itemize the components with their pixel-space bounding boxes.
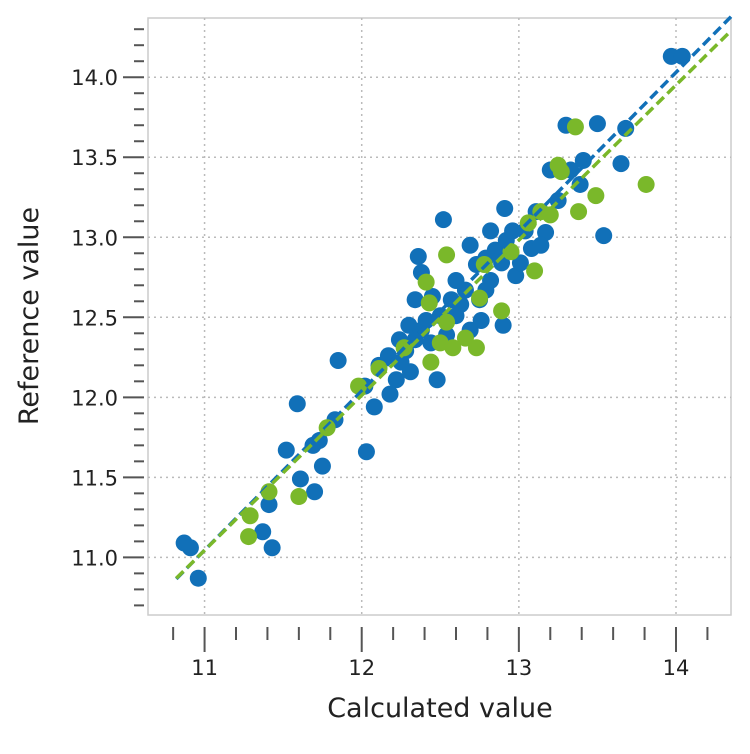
data-point: [493, 302, 511, 320]
data-point: [434, 211, 452, 229]
data-point: [493, 254, 511, 272]
x-tick-label: 13: [505, 656, 532, 680]
data-point: [467, 339, 485, 357]
data-point: [306, 483, 324, 501]
data-point: [357, 443, 375, 461]
data-point: [329, 352, 347, 370]
data-point: [189, 569, 207, 587]
data-point: [181, 539, 199, 557]
y-tick-label: 12.5: [71, 306, 118, 330]
data-point: [502, 243, 520, 261]
fit-line: [175, 15, 733, 581]
y-tick-label: 14.0: [71, 66, 118, 90]
data-point: [417, 273, 435, 291]
data-point: [496, 199, 514, 217]
y-tick-label: 12.0: [71, 386, 118, 410]
data-point: [438, 313, 456, 331]
grid: [148, 18, 731, 615]
data-point: [444, 339, 462, 357]
data-point: [574, 151, 592, 169]
data-point: [471, 289, 489, 307]
data-point: [587, 187, 605, 205]
data-point: [387, 371, 405, 389]
data-point: [472, 312, 490, 330]
data-point: [277, 441, 295, 459]
data-point: [288, 395, 306, 413]
data-point: [595, 227, 613, 245]
data-point: [507, 267, 525, 285]
x-tick-label: 14: [663, 656, 690, 680]
data-point: [571, 175, 589, 193]
data-point: [428, 371, 446, 389]
data-point: [365, 398, 383, 416]
data-point: [637, 175, 655, 193]
data-point: [486, 241, 504, 259]
data-point: [588, 115, 606, 133]
axis-ticks: 11 12 13 14 11.0 11.5 12.0 12.5 13.0 13.5 14.0: [71, 28, 709, 680]
data-point: [511, 254, 529, 272]
data-point: [541, 206, 559, 224]
data-point: [461, 236, 479, 254]
data-point: [381, 385, 399, 403]
fit-line: [175, 29, 733, 580]
data-point: [263, 539, 281, 557]
data-point: [494, 316, 512, 334]
data-point: [537, 223, 555, 241]
data-point: [409, 247, 427, 265]
data-point: [240, 528, 258, 546]
y-tick-label: 13.5: [71, 146, 118, 170]
data-point: [456, 281, 474, 299]
data-point: [417, 312, 435, 330]
data-point: [482, 222, 500, 240]
y-axis-label: Reference value: [14, 207, 45, 425]
data-point: [401, 363, 419, 381]
data-point: [422, 353, 440, 371]
x-axis-label: Calculated value: [327, 693, 553, 724]
data-point: [438, 246, 456, 264]
x-tick-label: 11: [191, 656, 218, 680]
data-point: [291, 470, 309, 488]
x-tick-label: 12: [348, 656, 375, 680]
data-point: [260, 496, 278, 514]
fit-lines: [175, 15, 733, 581]
y-tick-label: 11.5: [71, 466, 118, 490]
data-point: [350, 377, 368, 395]
data-point: [526, 262, 544, 280]
data-point: [612, 155, 630, 173]
data-point: [420, 294, 438, 312]
data-point: [570, 203, 588, 221]
data-point: [566, 118, 584, 136]
data-point: [456, 329, 474, 347]
y-tick-label: 11.0: [71, 546, 118, 570]
data-point: [313, 457, 331, 475]
data-point: [532, 236, 550, 254]
data-point: [254, 523, 272, 541]
data-point: [552, 163, 570, 181]
y-tick-label: 13.0: [71, 226, 118, 250]
data-point: [406, 291, 424, 309]
data-point: [290, 488, 308, 506]
